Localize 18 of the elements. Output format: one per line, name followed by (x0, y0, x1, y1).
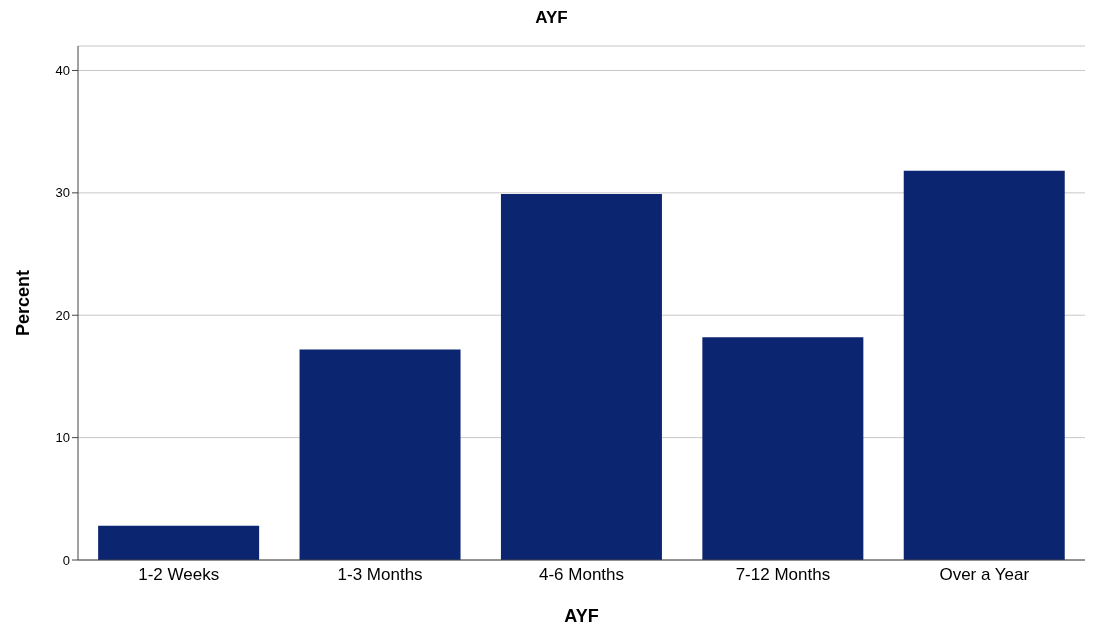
x-axis-title: AYF (564, 606, 599, 626)
bar (702, 337, 864, 560)
x-tick-label: 7-12 Months (735, 565, 831, 585)
x-tick-label: 4-6 Months (538, 565, 625, 585)
bar (903, 170, 1065, 560)
bar (299, 349, 461, 560)
y-axis-title: Percent (13, 269, 34, 337)
y-tick-label: 30 (55, 185, 70, 201)
bar (98, 525, 260, 560)
x-tick-label: 1-2 Weeks (138, 565, 220, 585)
x-tick-label: Over a Year (939, 565, 1030, 585)
bar (500, 194, 662, 560)
y-tick-label: 20 (55, 307, 70, 323)
x-tick-label: 1-3 Months (337, 565, 423, 585)
y-tick-label: 0 (62, 552, 70, 568)
y-tick-label: 10 (55, 430, 70, 446)
chart-title: AYF (534, 8, 569, 29)
y-tick-label: 40 (55, 63, 70, 79)
